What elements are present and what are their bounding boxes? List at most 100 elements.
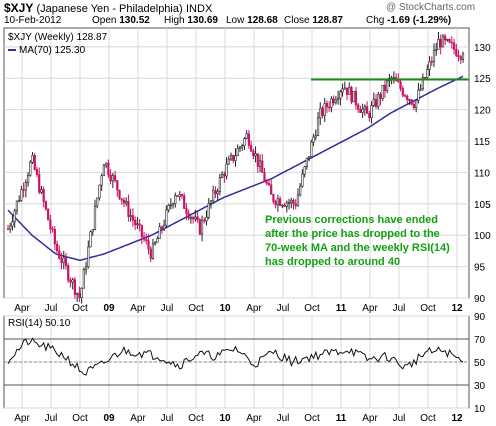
candle-body bbox=[435, 49, 438, 51]
price-x-tick-label: Oct bbox=[304, 303, 320, 314]
candle-body bbox=[305, 157, 308, 167]
candle-body bbox=[171, 203, 175, 206]
candle-body bbox=[432, 50, 436, 62]
candle-body bbox=[312, 136, 315, 143]
candle-body bbox=[236, 148, 239, 156]
price-y-tick-label: 90 bbox=[474, 294, 486, 305]
candle-body bbox=[372, 98, 375, 106]
candle-body bbox=[241, 145, 244, 148]
price-x-tick-label: Apr bbox=[362, 303, 378, 314]
candle-body bbox=[33, 155, 36, 170]
candle-body bbox=[426, 69, 429, 78]
candle-body bbox=[214, 190, 217, 195]
rsi-y-tick-label: 30 bbox=[474, 381, 486, 392]
candle-body bbox=[272, 194, 275, 202]
price-y-tick-label: 105 bbox=[474, 200, 491, 211]
candle-body bbox=[89, 231, 92, 248]
candle-body bbox=[174, 195, 177, 205]
candle-body bbox=[142, 236, 146, 240]
candle-body bbox=[216, 191, 219, 195]
rsi-y-tick-label: 10 bbox=[474, 404, 486, 415]
candle-body bbox=[276, 198, 279, 206]
low-quote: Low 128.68 bbox=[226, 15, 278, 26]
candle-body bbox=[370, 105, 373, 118]
candle-body bbox=[87, 246, 90, 268]
candle-body bbox=[401, 88, 404, 96]
candle-body bbox=[392, 77, 395, 79]
high-quote: High 130.69 bbox=[164, 15, 218, 26]
candle-body bbox=[339, 91, 342, 99]
price-y-tick-label: 120 bbox=[474, 106, 491, 117]
candle-body bbox=[185, 208, 188, 214]
candle-body bbox=[232, 154, 235, 161]
candle-body bbox=[294, 203, 297, 207]
candle-body bbox=[147, 240, 150, 250]
candle-body bbox=[64, 257, 68, 266]
candle-body bbox=[399, 81, 402, 89]
candle-body bbox=[415, 100, 418, 109]
candle-body bbox=[357, 104, 360, 110]
candle-body bbox=[459, 56, 462, 60]
rsi-line bbox=[7, 337, 464, 376]
change-quote: Chg -1.69 (-1.29%) bbox=[366, 15, 452, 26]
annotation-box: Previous corrections have ended after th… bbox=[265, 214, 450, 268]
candle-body bbox=[13, 210, 16, 223]
rsi-x-tick-label: Jul bbox=[393, 413, 406, 424]
candle-body bbox=[80, 287, 83, 298]
candle-body bbox=[9, 225, 12, 230]
candle-body bbox=[98, 184, 101, 199]
candle-body bbox=[169, 204, 172, 207]
rsi-x-tick-label: Apr bbox=[362, 413, 378, 424]
candle-body bbox=[15, 200, 19, 212]
candle-body bbox=[82, 269, 85, 289]
price-y-axis: 90 95 100 105 110 115 120 125 130 bbox=[474, 43, 491, 305]
candle-body bbox=[319, 107, 322, 119]
price-x-tick-label: Jul bbox=[393, 303, 406, 314]
rsi-x-tick-label: 09 bbox=[103, 413, 115, 424]
candle-body bbox=[281, 205, 284, 207]
candle-body bbox=[439, 38, 442, 48]
candle-body bbox=[11, 221, 14, 227]
candle-body bbox=[60, 258, 63, 264]
rsi-x-tick-label: Oct bbox=[304, 413, 320, 424]
close-quote: Close 128.87 bbox=[284, 15, 343, 26]
candle-body bbox=[444, 35, 447, 41]
candle-body bbox=[136, 223, 139, 226]
symbol: $XJY bbox=[4, 1, 34, 15]
candle-body bbox=[107, 162, 110, 176]
price-x-tick-label: Oct bbox=[72, 303, 88, 314]
ma-line-group bbox=[7, 75, 464, 261]
candle-body bbox=[67, 265, 70, 281]
candle-body bbox=[44, 201, 48, 210]
price-x-tick-label: 10 bbox=[219, 303, 231, 314]
candle-body bbox=[20, 189, 23, 201]
candle-body bbox=[47, 208, 50, 221]
candle-body bbox=[417, 89, 420, 101]
rsi-x-tick-label: Jul bbox=[45, 413, 58, 424]
candle-body bbox=[308, 156, 311, 159]
candle-body bbox=[51, 228, 54, 230]
candle-body bbox=[225, 163, 228, 177]
candle-body bbox=[138, 223, 141, 226]
candle-body bbox=[167, 204, 170, 211]
rsi-y-tick-label: 70 bbox=[474, 335, 486, 346]
candle-body bbox=[209, 200, 213, 204]
candle-body bbox=[330, 98, 333, 108]
candle-body bbox=[258, 160, 262, 167]
candle-body bbox=[250, 145, 253, 152]
open-quote: Open 130.52 bbox=[92, 15, 150, 26]
candle-body bbox=[263, 172, 266, 183]
candle-body bbox=[31, 155, 34, 163]
candle-body bbox=[448, 39, 451, 43]
credit: @ StockCharts.com bbox=[386, 2, 476, 13]
rsi-line-group bbox=[7, 337, 464, 376]
candle-body bbox=[316, 117, 320, 136]
candle-body bbox=[328, 106, 331, 109]
candle-body bbox=[361, 108, 364, 113]
candle-body bbox=[154, 242, 157, 245]
candle-body bbox=[267, 183, 271, 186]
rsi-x-axis: Apr Jul Oct 09 Apr Jul Oct 10 Apr Jul Oct 11 Apr Jul O… bbox=[14, 413, 463, 424]
candle-body bbox=[234, 155, 237, 161]
rsi-grid bbox=[4, 315, 469, 409]
